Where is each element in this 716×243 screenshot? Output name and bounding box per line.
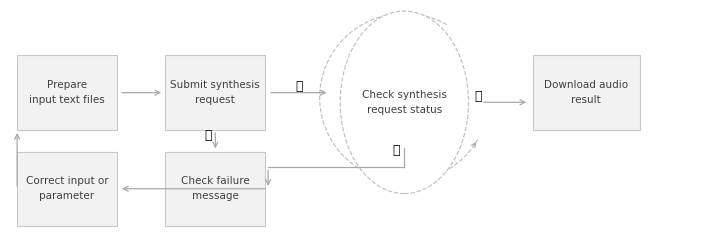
- Text: 👍: 👍: [474, 90, 482, 103]
- Text: 👎: 👎: [392, 144, 400, 157]
- Text: Submit synthesis
request: Submit synthesis request: [170, 80, 260, 105]
- Text: 👎: 👎: [205, 130, 212, 142]
- FancyBboxPatch shape: [165, 152, 266, 226]
- Text: Download audio
result: Download audio result: [544, 80, 629, 105]
- Text: Correct input or
parameter: Correct input or parameter: [26, 176, 108, 201]
- Text: Prepare
input text files: Prepare input text files: [29, 80, 105, 105]
- Text: 👍: 👍: [296, 80, 304, 93]
- FancyBboxPatch shape: [17, 55, 117, 130]
- Text: Check synthesis
request status: Check synthesis request status: [362, 90, 447, 115]
- FancyBboxPatch shape: [17, 152, 117, 226]
- FancyBboxPatch shape: [533, 55, 639, 130]
- Text: Check failure
message: Check failure message: [181, 176, 250, 201]
- Ellipse shape: [340, 11, 468, 194]
- FancyBboxPatch shape: [165, 55, 266, 130]
